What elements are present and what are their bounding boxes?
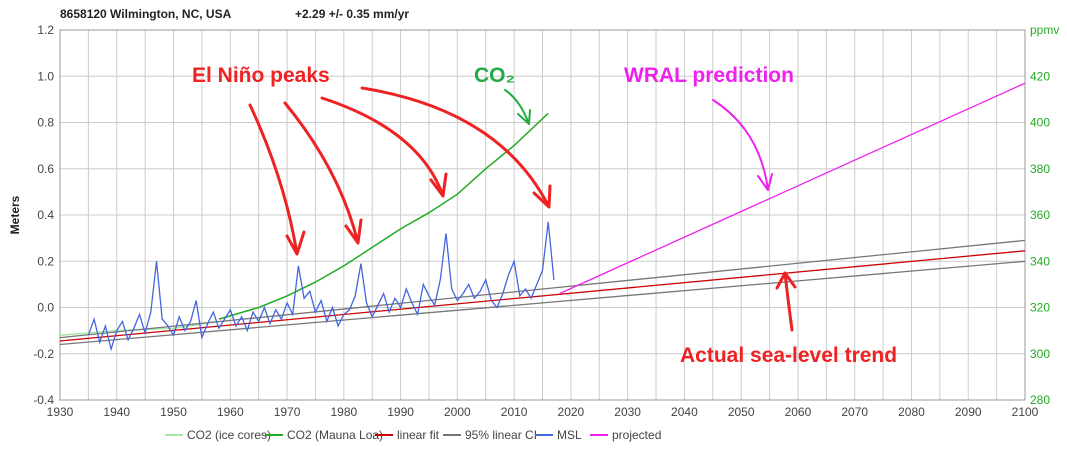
y2-tick-label: 400 <box>1030 116 1050 130</box>
annotation-co2: CO₂ <box>474 64 515 87</box>
x-tick-label: 2040 <box>671 405 698 419</box>
y-tick-label: 0.8 <box>37 116 54 130</box>
grid <box>59 29 1026 401</box>
series-ci-upper <box>59 239 1026 339</box>
y2-tick-label: 380 <box>1030 162 1050 176</box>
arrow-icon <box>248 103 306 256</box>
y2-tick-label: 320 <box>1030 301 1050 315</box>
annotations: El Niño peaks CO₂ WRAL prediction Actual… <box>192 64 897 367</box>
y2-axis-label: ppmv <box>1030 23 1059 37</box>
y-tick-label: 0.2 <box>37 254 54 268</box>
y-tick-label: 1.2 <box>37 23 54 37</box>
x-tick-label: 2030 <box>614 405 641 419</box>
station-title: 8658120 Wilmington, NC, USA <box>60 7 232 21</box>
y2-tick-label: 340 <box>1030 254 1050 268</box>
x-tick-label: 2050 <box>728 405 755 419</box>
series-msl <box>87 221 555 352</box>
legend-label: 95% linear CI <box>465 428 537 442</box>
y-tick-label: 0.0 <box>37 301 54 315</box>
y-axis-label: Meters <box>8 195 22 234</box>
annotation-wral: WRAL prediction <box>624 64 794 87</box>
arrow-icon <box>283 101 363 245</box>
legend: CO2 (ice cores) CO2 (Mauna Loa) linear fit… <box>165 428 661 442</box>
series-co2-mauna-loa <box>218 112 549 320</box>
y2-tick-label: 420 <box>1030 69 1050 83</box>
arrow-icon <box>712 99 773 191</box>
legend-label: projected <box>612 428 661 442</box>
arrow-icon <box>360 86 552 209</box>
y-tick-label: -0.2 <box>33 347 54 361</box>
x-tick-label: 1980 <box>330 405 357 419</box>
arrow-icon <box>775 271 797 332</box>
legend-label: linear fit <box>397 428 440 442</box>
x-tick-label: 2090 <box>955 405 982 419</box>
trend-rate: +2.29 +/- 0.35 mm/yr <box>295 7 409 21</box>
arrow-icon <box>320 96 448 198</box>
x-tick-label: 1970 <box>274 405 301 419</box>
x-tick-label: 1990 <box>387 405 414 419</box>
arrow-icon <box>504 89 531 125</box>
x-tick-label: 1940 <box>103 405 130 419</box>
series-ci-lower <box>59 260 1026 346</box>
y2-tick-label: 280 <box>1030 393 1050 407</box>
x-tick-label: 2060 <box>785 405 812 419</box>
plot-border <box>59 29 1026 401</box>
x-tick-label: 1950 <box>160 405 187 419</box>
x-tick-label: 2080 <box>898 405 925 419</box>
annotation-actual-trend: Actual sea-level trend <box>680 344 897 367</box>
annotation-el-nino: El Niño peaks <box>192 64 330 87</box>
y-tick-label: 0.4 <box>37 208 54 222</box>
x-tick-label: 2000 <box>444 405 471 419</box>
legend-label: MSL <box>557 428 582 442</box>
x-tick-label: 2010 <box>501 405 528 419</box>
y-tick-label: 0.6 <box>37 162 54 176</box>
legend-label: CO2 (Mauna Loa) <box>287 428 383 442</box>
x-tick-label: 2070 <box>841 405 868 419</box>
x-tick-label: 1960 <box>217 405 244 419</box>
legend-label: CO2 (ice cores) <box>187 428 271 442</box>
x-tick-label: 2100 <box>1012 405 1039 419</box>
series-projected <box>559 82 1026 295</box>
x-tick-label: 1930 <box>47 405 74 419</box>
y-tick-label: -0.4 <box>33 393 54 407</box>
x-tick-label: 2020 <box>558 405 585 419</box>
y2-tick-label: 360 <box>1030 208 1050 222</box>
y2-tick-label: 300 <box>1030 347 1050 361</box>
y-tick-label: 1.0 <box>37 69 54 83</box>
